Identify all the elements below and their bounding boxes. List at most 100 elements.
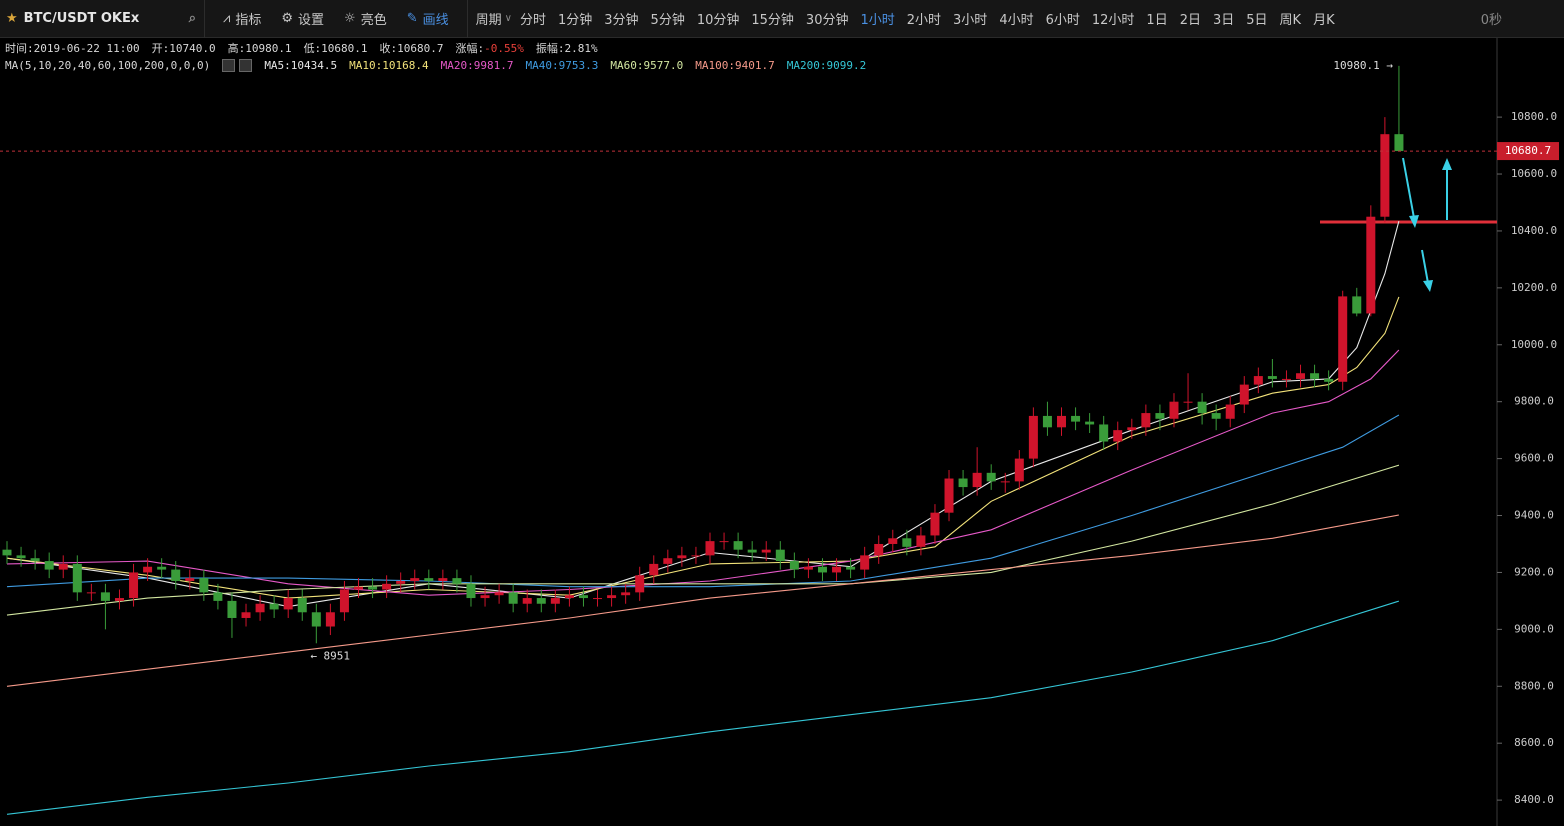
last-price-box <box>1497 142 1559 161</box>
period[interactable]: 1分钟 <box>557 13 593 28</box>
period[interactable]: 6小时 <box>1045 13 1080 28</box>
candle-body <box>424 578 434 581</box>
drawn-arrow-head <box>1423 280 1433 292</box>
candle-body <box>1211 413 1221 419</box>
y-tick-label: 8400.0 <box>1514 793 1554 806</box>
period[interactable]: 分时 <box>519 13 546 28</box>
candle-body <box>1253 376 1263 385</box>
candle-body <box>1197 401 1207 414</box>
period[interactable]: 4小时 <box>999 13 1034 28</box>
tool[interactable]: ⚙ 设置 <box>281 9 324 28</box>
legend-entry: MA200:9099.2 <box>786 59 867 72</box>
ma-line <box>6 220 1400 608</box>
candle-body <box>241 612 251 618</box>
last-price-label: 10680.7 <box>1505 144 1551 157</box>
tool-icon[interactable]: ☼ <box>344 11 356 26</box>
tool-icon[interactable]: ⚙ <box>281 11 294 26</box>
candle-body <box>2 549 12 556</box>
period[interactable]: 5日 <box>1246 13 1268 28</box>
info-item: 低:10680.1 <box>304 40 368 56</box>
candle-body <box>1042 415 1052 428</box>
candle-body <box>1310 373 1320 379</box>
candle-body <box>396 580 406 584</box>
period[interactable]: 2日 <box>1179 13 1201 28</box>
info-text: 收:10680.7 <box>379 42 444 55</box>
info-item: 收:10680.7 <box>380 40 444 56</box>
candle-body <box>157 566 167 570</box>
candle-body <box>789 561 799 570</box>
candle-body <box>1183 401 1193 403</box>
candle-body <box>550 598 560 604</box>
symbol[interactable]: ★ BTC/USDT OKEx ⌕ <box>6 11 196 26</box>
period[interactable]: 5分钟 <box>650 13 685 28</box>
period[interactable]: 周K <box>1279 13 1302 28</box>
candle-body <box>677 555 687 559</box>
candle-body <box>1281 378 1291 380</box>
candle-body <box>58 563 68 570</box>
candle-body <box>368 586 378 590</box>
candle-body <box>536 598 546 604</box>
period[interactable]: 3分钟 <box>604 13 639 28</box>
candle-body <box>227 600 237 618</box>
candle-body <box>1028 415 1038 459</box>
candle-body <box>213 592 223 601</box>
candle-body <box>255 603 265 613</box>
ma-line <box>6 296 1400 599</box>
legend-entry: MA5:10434.5 <box>264 59 338 72</box>
candle-body <box>874 543 884 556</box>
period[interactable]: 3小时 <box>953 13 988 28</box>
candle-body <box>775 549 785 562</box>
legend-entry: MA100:9401.7 <box>695 59 775 72</box>
info-text: 高:10980.1 <box>227 42 292 55</box>
candle-body <box>494 592 504 596</box>
period[interactable]: 30分钟 <box>805 13 849 28</box>
legend-entry: MA40:9753.3 <box>525 59 599 72</box>
tool-label[interactable]: 设置 <box>298 13 325 28</box>
y-tick-label: 10200.0 <box>1511 281 1557 294</box>
candle-body <box>508 592 518 604</box>
symbol-name[interactable]: BTC/USDT OKEx <box>23 11 140 26</box>
y-tick-label: 10800.0 <box>1511 110 1557 123</box>
ma-line <box>6 464 1400 616</box>
period[interactable]: 1小时 <box>860 13 895 28</box>
period[interactable]: 15分钟 <box>751 13 794 28</box>
candle-body <box>1296 373 1306 379</box>
candle-body <box>466 583 476 599</box>
candle-body <box>1155 413 1165 419</box>
settings-icon[interactable] <box>222 59 236 72</box>
candle-body <box>100 592 110 601</box>
period[interactable]: 12小时 <box>1091 13 1135 28</box>
tool-icon[interactable]: ✎ <box>406 11 418 26</box>
candle-body <box>621 592 631 596</box>
toolbar: ★ BTC/USDT OKEx ⌕ ⩘ 指标 ⚙ 设置 ☼ 亮色 ✎ 画线 周期 ∨ 分时 1分钟 3分… <box>0 0 1564 38</box>
search-icon[interactable]: ⌕ <box>188 11 196 26</box>
tool-label[interactable]: 指标 <box>235 13 262 28</box>
candle-body <box>1324 378 1334 382</box>
period[interactable]: 10分钟 <box>696 13 740 28</box>
candle-body <box>1099 424 1109 442</box>
period-menu[interactable]: 周期 <box>475 13 502 28</box>
candle-body <box>283 598 293 610</box>
candle-body <box>705 541 715 556</box>
tool[interactable]: ☼ 亮色 <box>344 9 387 28</box>
candle-body <box>902 538 912 547</box>
candle-body <box>578 595 588 599</box>
candle-body <box>185 578 195 581</box>
ma-params: MA(5,10,20,40,60,100,200,0,0,0) <box>5 59 211 72</box>
period[interactable]: 月K <box>1313 13 1335 28</box>
period[interactable]: 1日 <box>1146 13 1168 28</box>
tool-label[interactable]: 亮色 <box>360 13 387 28</box>
info-item: 高:10980.1 <box>228 40 292 56</box>
info-value: -0.55% <box>484 42 524 55</box>
period[interactable]: 3日 <box>1212 13 1235 28</box>
star-icon[interactable]: ★ <box>6 11 18 26</box>
candle-body <box>1225 404 1235 419</box>
tool-icon[interactable]: ⩘ <box>223 11 231 26</box>
tool-label[interactable]: 画线 <box>422 13 449 28</box>
tool[interactable]: ⩘ 指标 <box>223 9 261 28</box>
tool[interactable]: ✎ 画线 <box>407 9 449 28</box>
period[interactable]: 2小时 <box>906 13 942 28</box>
ma-lines <box>6 220 1400 815</box>
info-line: 时间:2019-06-22 11:00 开:10740.0 高:10980.1 低:1… <box>5 40 598 56</box>
close-icon[interactable] <box>239 59 253 72</box>
